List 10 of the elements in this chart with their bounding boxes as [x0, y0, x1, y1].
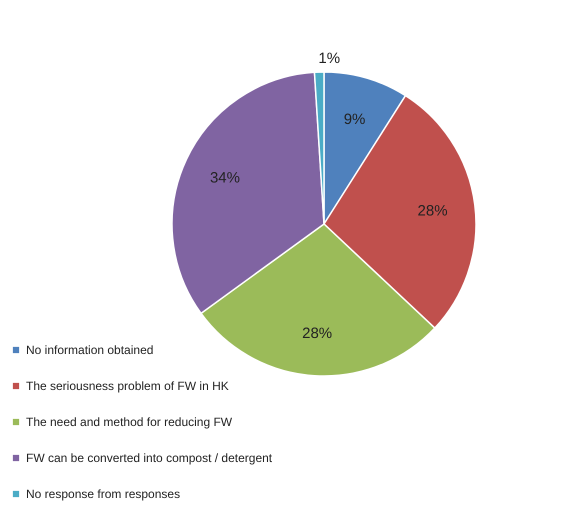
legend-label: The need and method for reducing FW	[26, 415, 233, 429]
data-label: 1%	[318, 50, 340, 68]
legend-label: FW can be converted into compost / detergent	[26, 451, 273, 465]
data-label: 9%	[344, 110, 366, 128]
legend-label: No response from responses	[26, 487, 180, 501]
legend-label: No information obtained	[26, 343, 154, 357]
data-label: 34%	[210, 169, 240, 186]
data-label: 28%	[418, 202, 448, 220]
data-label: 28%	[302, 325, 332, 342]
legend-label: The seriousness problem of FW in HK	[26, 379, 229, 393]
